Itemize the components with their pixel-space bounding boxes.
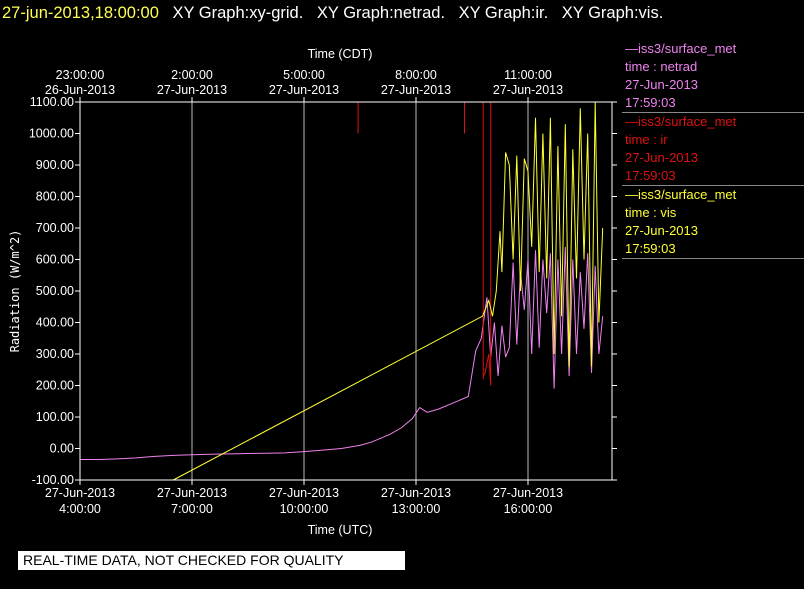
- x-tick-label-bottom-time: 16:00:00: [504, 502, 553, 516]
- x-tick-label-top-time: 5:00:00: [283, 68, 325, 82]
- y-tick-label: 1100.00: [30, 95, 74, 109]
- x-axis-label-top: Time (CDT): [308, 47, 373, 61]
- x-tick-label-bottom-date: 27-Jun-2013: [45, 486, 115, 500]
- legend-dataset: —iss3/surface_met: [625, 114, 737, 129]
- x-tick-label-bottom-time: 13:00:00: [392, 502, 441, 516]
- grid-lines: [79, 102, 529, 480]
- quality-warning-banner: REAL-TIME DATA, NOT CHECKED FOR QUALITY: [18, 551, 405, 570]
- legend-date: 27-Jun-2013: [625, 150, 698, 165]
- y-axis-ticks: -100.00 0.00 100.00 200.00 300.00 400.00 500.0…: [29, 95, 617, 487]
- graph-title-vis: XY Graph:vis.: [561, 4, 664, 22]
- series-line-vis: [173, 101, 604, 481]
- legend-field: time : vis: [625, 205, 677, 220]
- x-tick-label-top-time: 23:00:00: [56, 68, 105, 82]
- x-axis-label-bottom: Time (UTC): [308, 523, 373, 537]
- y-tick-label: 700.00: [36, 221, 74, 235]
- header-bar: 27-jun-2013,18:00:00 XY Graph:xy-grid. X…: [0, 0, 663, 26]
- legend-entry-ir: —iss3/surface_met time : ir 27-Jun-2013 …: [622, 113, 804, 186]
- x-tick-label-top-time: 8:00:00: [395, 68, 437, 82]
- graph-title-netrad: XY Graph:netrad.: [316, 4, 446, 22]
- x-tick-label-top-date: 27-Jun-2013: [493, 83, 563, 97]
- y-tick-label: 600.00: [36, 253, 74, 267]
- graph-title-xy-grid: XY Graph:xy-grid.: [172, 4, 304, 22]
- legend-dataset: —iss3/surface_met: [625, 41, 737, 56]
- legend-time: 17:59:03: [625, 168, 676, 183]
- timestamp: 27-jun-2013,18:00:00: [2, 4, 159, 22]
- x-tick-label-bottom-date: 27-Jun-2013: [269, 486, 339, 500]
- legend-date: 27-Jun-2013: [625, 223, 698, 238]
- y-tick-label: -100.00: [32, 473, 74, 487]
- x-tick-label-bottom-date: 27-Jun-2013: [493, 486, 563, 500]
- y-tick-label: 400.00: [36, 316, 74, 330]
- y-tick-label: 0.00: [50, 442, 74, 456]
- x-tick-label-top-time: 2:00:00: [171, 68, 213, 82]
- legend-field: time : netrad: [625, 59, 698, 74]
- y-tick-label: 100.00: [36, 410, 74, 424]
- series-line-ir: [482, 102, 492, 386]
- x-tick-label-top-date: 27-Jun-2013: [269, 83, 339, 97]
- y-tick-label: 500.00: [36, 284, 74, 298]
- x-tick-label-top-date: 27-Jun-2013: [157, 83, 227, 97]
- legend-time: 17:59:03: [625, 95, 676, 110]
- series-group: [80, 101, 604, 481]
- legend-field: time : ir: [625, 132, 668, 147]
- x-tick-label-top-date: 26-Jun-2013: [45, 83, 115, 97]
- y-tick-label: 1000.00: [29, 127, 74, 141]
- x-tick-label-top-time: 11:00:00: [504, 68, 552, 82]
- graph-title-ir: XY Graph:ir.: [458, 4, 549, 22]
- y-tick-label: 300.00: [36, 347, 74, 361]
- series-line-netrad: [80, 246, 604, 460]
- x-axis-ticks: 27-Jun-2013 4:00:00 27-Jun-2013 7:00:00 27-J…: [45, 68, 563, 516]
- legend-dataset: —iss3/surface_met: [625, 187, 737, 202]
- x-tick-label-bottom-date: 27-Jun-2013: [157, 486, 227, 500]
- legend-entry-vis: —iss3/surface_met time : vis 27-Jun-2013…: [622, 186, 804, 259]
- y-tick-label: 900.00: [36, 158, 74, 172]
- x-tick-label-bottom-time: 4:00:00: [59, 502, 101, 516]
- legend: —iss3/surface_met time : netrad 27-Jun-2…: [622, 40, 804, 259]
- y-tick-label: 200.00: [36, 379, 74, 393]
- y-tick-label: 800.00: [36, 190, 74, 204]
- x-tick-label-bottom-time: 7:00:00: [171, 502, 213, 516]
- y-axis-label: Radiation (W/m^2): [8, 230, 22, 353]
- legend-entry-netrad: —iss3/surface_met time : netrad 27-Jun-2…: [622, 40, 804, 113]
- legend-time: 17:59:03: [625, 241, 676, 256]
- x-tick-label-top-date: 27-Jun-2013: [381, 83, 451, 97]
- x-tick-label-bottom-time: 10:00:00: [280, 502, 329, 516]
- legend-date: 27-Jun-2013: [625, 77, 698, 92]
- plot-frame: [79, 101, 613, 481]
- x-tick-label-bottom-date: 27-Jun-2013: [381, 486, 451, 500]
